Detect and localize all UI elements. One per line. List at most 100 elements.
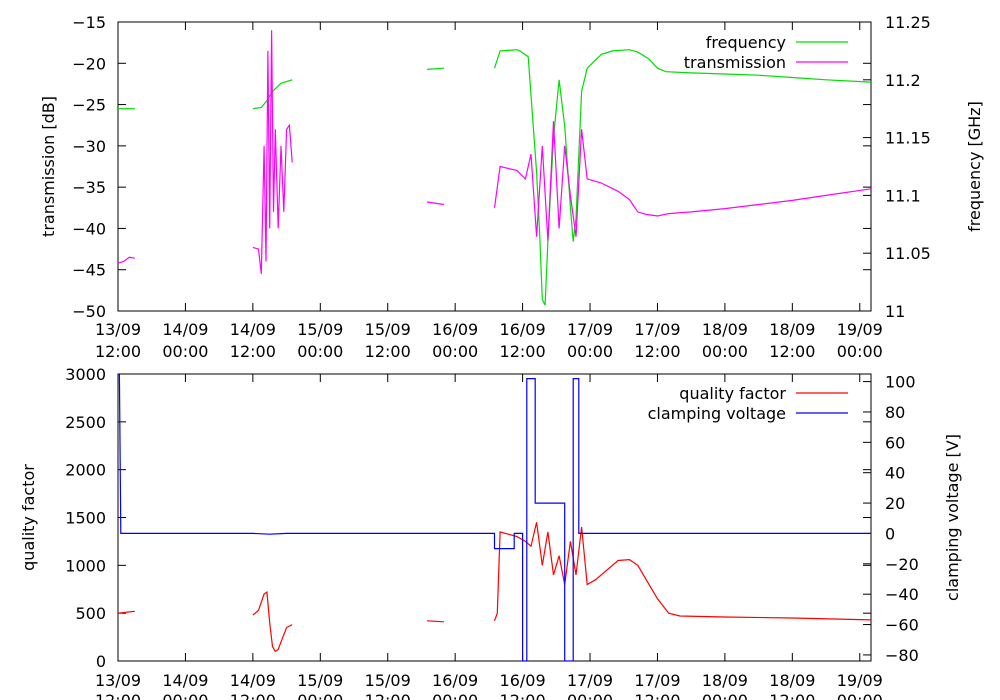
series-line-quality-factor [118, 610, 135, 614]
x-tick-time-label: 00:00 [567, 342, 613, 361]
y2-tick-label: 11.05 [885, 244, 931, 263]
series-line-transmission [252, 30, 293, 274]
x-tick-time-label: 00:00 [432, 691, 478, 700]
y-tick-label: −45 [72, 261, 106, 280]
x-tick-time-label: 00:00 [162, 342, 208, 361]
x-tick-date-label: 18/09 [769, 320, 815, 339]
x-tick-date-label: 18/09 [769, 671, 815, 690]
y-tick-label: −15 [72, 13, 106, 32]
x-tick-time-label: 12:00 [500, 342, 546, 361]
chart-panel-quality-clamping: 3000 2500 2000 1500 1000 500 0 100 80 60 40 20 0 −20 −… [19, 365, 962, 700]
y2-axis-title: clamping voltage [V] [943, 434, 962, 601]
x-tick-date-label: 17/09 [567, 320, 613, 339]
x-tick-date-label: 15/09 [297, 320, 343, 339]
y2-tick-label: 11.2 [885, 71, 921, 90]
chart-panel-transmission-frequency: −15 −20 −25 −30 −35 −40 −45 −50 11.25 11.2 11.15 11… [39, 13, 984, 361]
y2-axis-title: frequency [GHz] [965, 101, 984, 232]
x-tick-date-label: 13/09 [95, 320, 141, 339]
y2-tick-label: 0 [885, 524, 895, 543]
x-tick-time-label: 12:00 [95, 342, 141, 361]
y2-tick-label: 11.15 [885, 129, 931, 148]
y2-tick-label: −60 [885, 616, 919, 635]
y-axis-title: transmission [dB] [39, 96, 58, 237]
x-tick-date-label: 19/09 [837, 671, 883, 690]
y-tick-label: −50 [72, 302, 106, 321]
y2-tick-label: −40 [885, 585, 919, 604]
series-line-frequency [427, 67, 444, 70]
y-tick-label: 1000 [65, 556, 106, 575]
x-tick-time-label: 00:00 [297, 691, 343, 700]
x-tick-date-label: 17/09 [567, 671, 613, 690]
y2-tick-label: 100 [885, 373, 916, 392]
y2-tick-label: 11.1 [885, 186, 921, 205]
y-tick-label: 3000 [65, 365, 106, 384]
x-tick-date-label: 17/09 [634, 671, 680, 690]
x-tick-time-label: 12:00 [769, 691, 815, 700]
x-tick-date-label: 16/09 [432, 320, 478, 339]
x-tick-time-label: 12:00 [500, 691, 546, 700]
series-line-transmission [493, 121, 871, 241]
y2-tick-label: 11 [885, 302, 905, 321]
y-tick-label: −20 [72, 54, 106, 73]
y-tick-label: −35 [72, 178, 106, 197]
x-tick-time-label: 12:00 [769, 342, 815, 361]
y-tick-label: −25 [72, 96, 106, 115]
series-line-transmission [118, 256, 135, 264]
x-tick-time-label: 12:00 [230, 342, 276, 361]
plot-frame [117, 21, 872, 312]
x-tick-time-label: 00:00 [702, 691, 748, 700]
x-tick-time-label: 12:00 [230, 691, 276, 700]
x-tick-date-label: 18/09 [702, 671, 748, 690]
series-line-quality-factor [493, 522, 871, 622]
x-tick-date-label: 14/09 [230, 671, 276, 690]
x-tick-time-label: 00:00 [837, 342, 883, 361]
x-tick-time-label: 00:00 [297, 342, 343, 361]
y2-tick-label: 60 [885, 433, 905, 452]
x-tick-time-label: 12:00 [365, 691, 411, 700]
series-line-clamping-voltage [118, 374, 871, 661]
x-tick-time-label: 00:00 [837, 691, 883, 700]
x-tick-date-label: 13/09 [95, 671, 141, 690]
y-tick-label: 0 [96, 652, 106, 671]
y2-tick-label: −20 [885, 555, 919, 574]
series-line-frequency [493, 49, 871, 306]
x-tick-time-label: 00:00 [702, 342, 748, 361]
x-tick-time-label: 12:00 [365, 342, 411, 361]
y2-tick-label: 20 [885, 494, 905, 513]
y-tick-label: −30 [72, 137, 106, 156]
legend-label-transmission: transmission [684, 53, 786, 72]
legend-label-quality-factor: quality factor [679, 384, 786, 403]
y-tick-label: 1500 [65, 509, 106, 528]
x-tick-date-label: 18/09 [702, 320, 748, 339]
legend-label-clamping-voltage: clamping voltage [648, 404, 786, 423]
x-tick-date-label: 19/09 [837, 320, 883, 339]
x-tick-date-label: 14/09 [162, 671, 208, 690]
x-tick-date-label: 15/09 [365, 320, 411, 339]
x-tick-date-label: 16/09 [500, 671, 546, 690]
x-tick-date-label: 16/09 [432, 671, 478, 690]
x-tick-time-label: 00:00 [432, 342, 478, 361]
y-tick-label: 2000 [65, 461, 106, 480]
x-tick-date-label: 15/09 [365, 671, 411, 690]
x-tick-date-label: 14/09 [162, 320, 208, 339]
y2-tick-label: 80 [885, 403, 905, 422]
y2-tick-label: −80 [885, 646, 919, 665]
y-tick-label: 500 [75, 604, 106, 623]
y-tick-label: 2500 [65, 413, 106, 432]
x-tick-time-label: 12:00 [634, 691, 680, 700]
y2-tick-label: 11.25 [885, 13, 931, 32]
x-tick-time-label: 00:00 [567, 691, 613, 700]
x-tick-time-label: 00:00 [162, 691, 208, 700]
x-tick-date-label: 16/09 [500, 320, 546, 339]
legend-label-frequency: frequency [706, 33, 786, 52]
y2-tick-label: 40 [885, 464, 905, 483]
y-axis-title: quality factor [19, 464, 38, 571]
x-tick-time-label: 12:00 [95, 691, 141, 700]
series-line-frequency [252, 79, 293, 110]
x-tick-date-label: 14/09 [230, 320, 276, 339]
series-line-quality-factor [427, 620, 444, 623]
series-line-quality-factor [252, 591, 293, 653]
series-line-transmission [427, 201, 444, 206]
x-tick-date-label: 15/09 [297, 671, 343, 690]
